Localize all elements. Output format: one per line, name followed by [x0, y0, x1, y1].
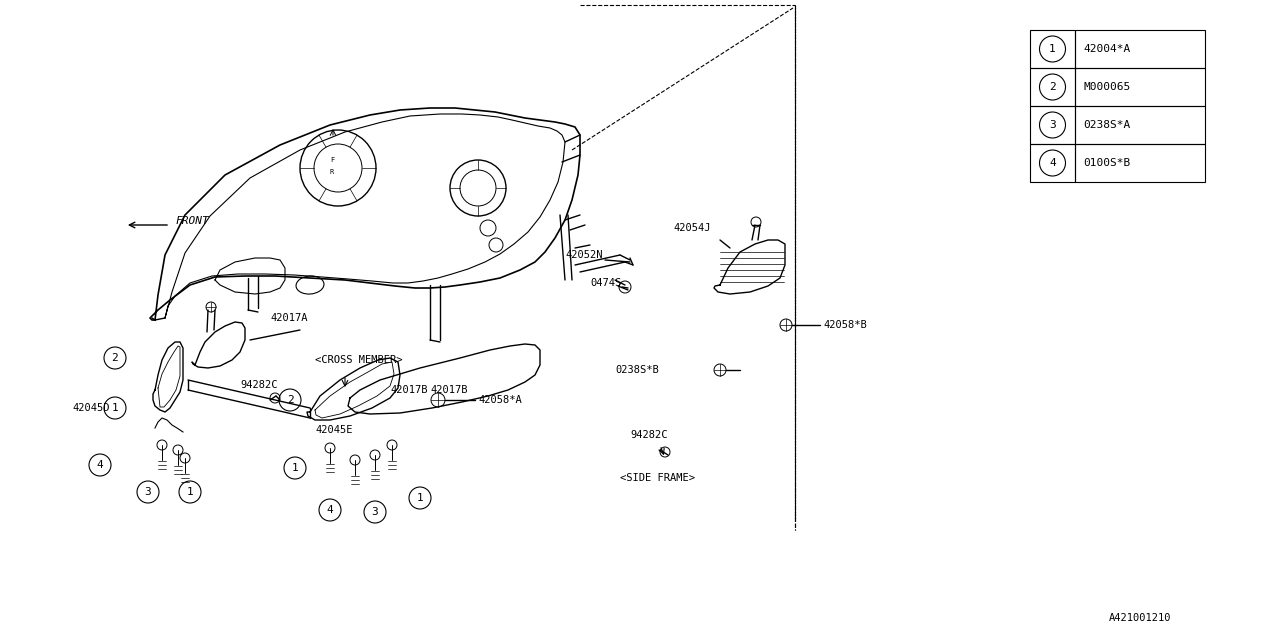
Text: 0474S: 0474S	[590, 278, 621, 288]
Text: 0238S*B: 0238S*B	[614, 365, 659, 375]
Text: 1: 1	[292, 463, 298, 473]
Text: 1: 1	[1050, 44, 1056, 54]
Bar	[1075, 68, 1204, 106]
Text: R: R	[330, 169, 334, 175]
Bar	[1030, 30, 1075, 68]
Text: 1: 1	[111, 403, 118, 413]
Bar	[1075, 106, 1204, 144]
Text: 1: 1	[187, 487, 193, 497]
Text: 42017B: 42017B	[430, 385, 467, 395]
Text: 3: 3	[1050, 120, 1056, 130]
Text: 42004*A: 42004*A	[1083, 44, 1130, 54]
Bar	[1030, 106, 1075, 144]
Text: 42017B: 42017B	[390, 385, 428, 395]
Text: 0238S*A: 0238S*A	[1083, 120, 1130, 130]
Text: 4: 4	[326, 505, 333, 515]
Text: 42058*B: 42058*B	[823, 320, 867, 330]
Bar	[1030, 144, 1075, 182]
Text: 2: 2	[1050, 82, 1056, 92]
Text: 4: 4	[96, 460, 104, 470]
Text: 42017A: 42017A	[270, 313, 307, 323]
Text: <CROSS MEMBER>: <CROSS MEMBER>	[315, 355, 402, 365]
Text: M000065: M000065	[1083, 82, 1130, 92]
Text: 42054J: 42054J	[673, 223, 710, 233]
Text: F: F	[330, 157, 334, 163]
Text: 42045E: 42045E	[315, 425, 352, 435]
Text: 42052N: 42052N	[564, 250, 603, 260]
Text: 3: 3	[145, 487, 151, 497]
Text: 42045D: 42045D	[72, 403, 110, 413]
Bar	[1030, 68, 1075, 106]
Text: 0100S*B: 0100S*B	[1083, 158, 1130, 168]
Text: 3: 3	[371, 507, 379, 517]
Text: <SIDE FRAME>: <SIDE FRAME>	[620, 473, 695, 483]
Text: 1: 1	[416, 493, 424, 503]
Text: 94282C: 94282C	[241, 380, 278, 390]
Text: 2: 2	[287, 395, 293, 405]
Bar	[1075, 144, 1204, 182]
Text: 94282C: 94282C	[630, 430, 667, 440]
Text: FRONT: FRONT	[177, 216, 210, 226]
Text: 2: 2	[111, 353, 118, 363]
Text: A421001210: A421001210	[1108, 613, 1171, 623]
Bar	[1075, 30, 1204, 68]
Text: 4: 4	[1050, 158, 1056, 168]
Text: 42058*A: 42058*A	[477, 395, 522, 405]
